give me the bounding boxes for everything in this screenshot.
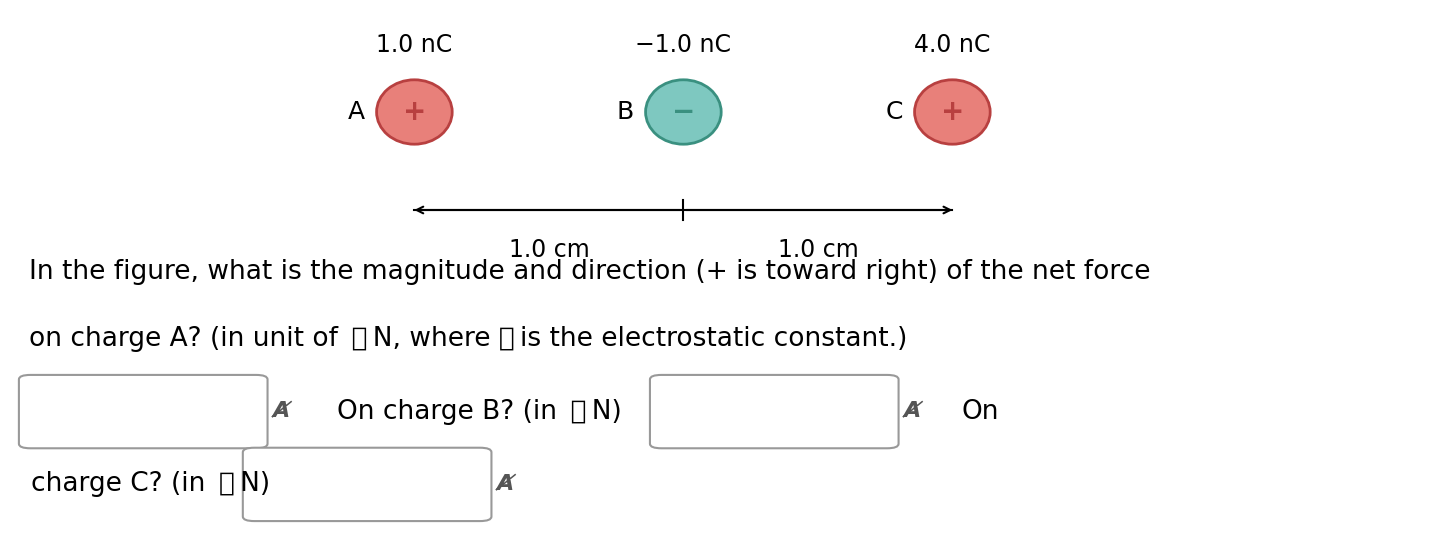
Text: On: On	[961, 399, 999, 424]
Text: charge C? (in  Ｋ N): charge C? (in Ｋ N)	[31, 472, 269, 497]
Text: +: +	[403, 98, 426, 126]
Text: A̸: A̸	[904, 402, 922, 422]
Ellipse shape	[377, 80, 452, 144]
Text: A: A	[348, 100, 365, 124]
Text: −: −	[672, 98, 695, 126]
Text: In the figure, what is the magnitude and direction (+ is toward right) of the ne: In the figure, what is the magnitude and…	[29, 259, 1150, 284]
FancyBboxPatch shape	[650, 375, 899, 448]
Text: C: C	[885, 100, 903, 124]
Text: −1.0 nC: −1.0 nC	[635, 34, 731, 58]
Text: A̸: A̸	[273, 402, 291, 422]
Text: 1.0 nC: 1.0 nC	[377, 34, 452, 58]
Text: B: B	[616, 100, 634, 124]
Text: On charge B? (in  Ｋ N): On charge B? (in Ｋ N)	[337, 399, 622, 424]
Text: A̸: A̸	[497, 474, 515, 494]
Text: 1.0 cm: 1.0 cm	[509, 238, 589, 262]
Text: +: +	[941, 98, 964, 126]
Text: 4.0 nC: 4.0 nC	[915, 34, 990, 58]
FancyBboxPatch shape	[243, 448, 491, 521]
Ellipse shape	[915, 80, 990, 144]
Text: 1.0 cm: 1.0 cm	[778, 238, 858, 262]
Text: on charge A? (in unit of  Ｋ N, where Ｋ is the electrostatic constant.): on charge A? (in unit of Ｋ N, where Ｋ is…	[29, 326, 907, 352]
FancyBboxPatch shape	[19, 375, 268, 448]
Ellipse shape	[646, 80, 721, 144]
